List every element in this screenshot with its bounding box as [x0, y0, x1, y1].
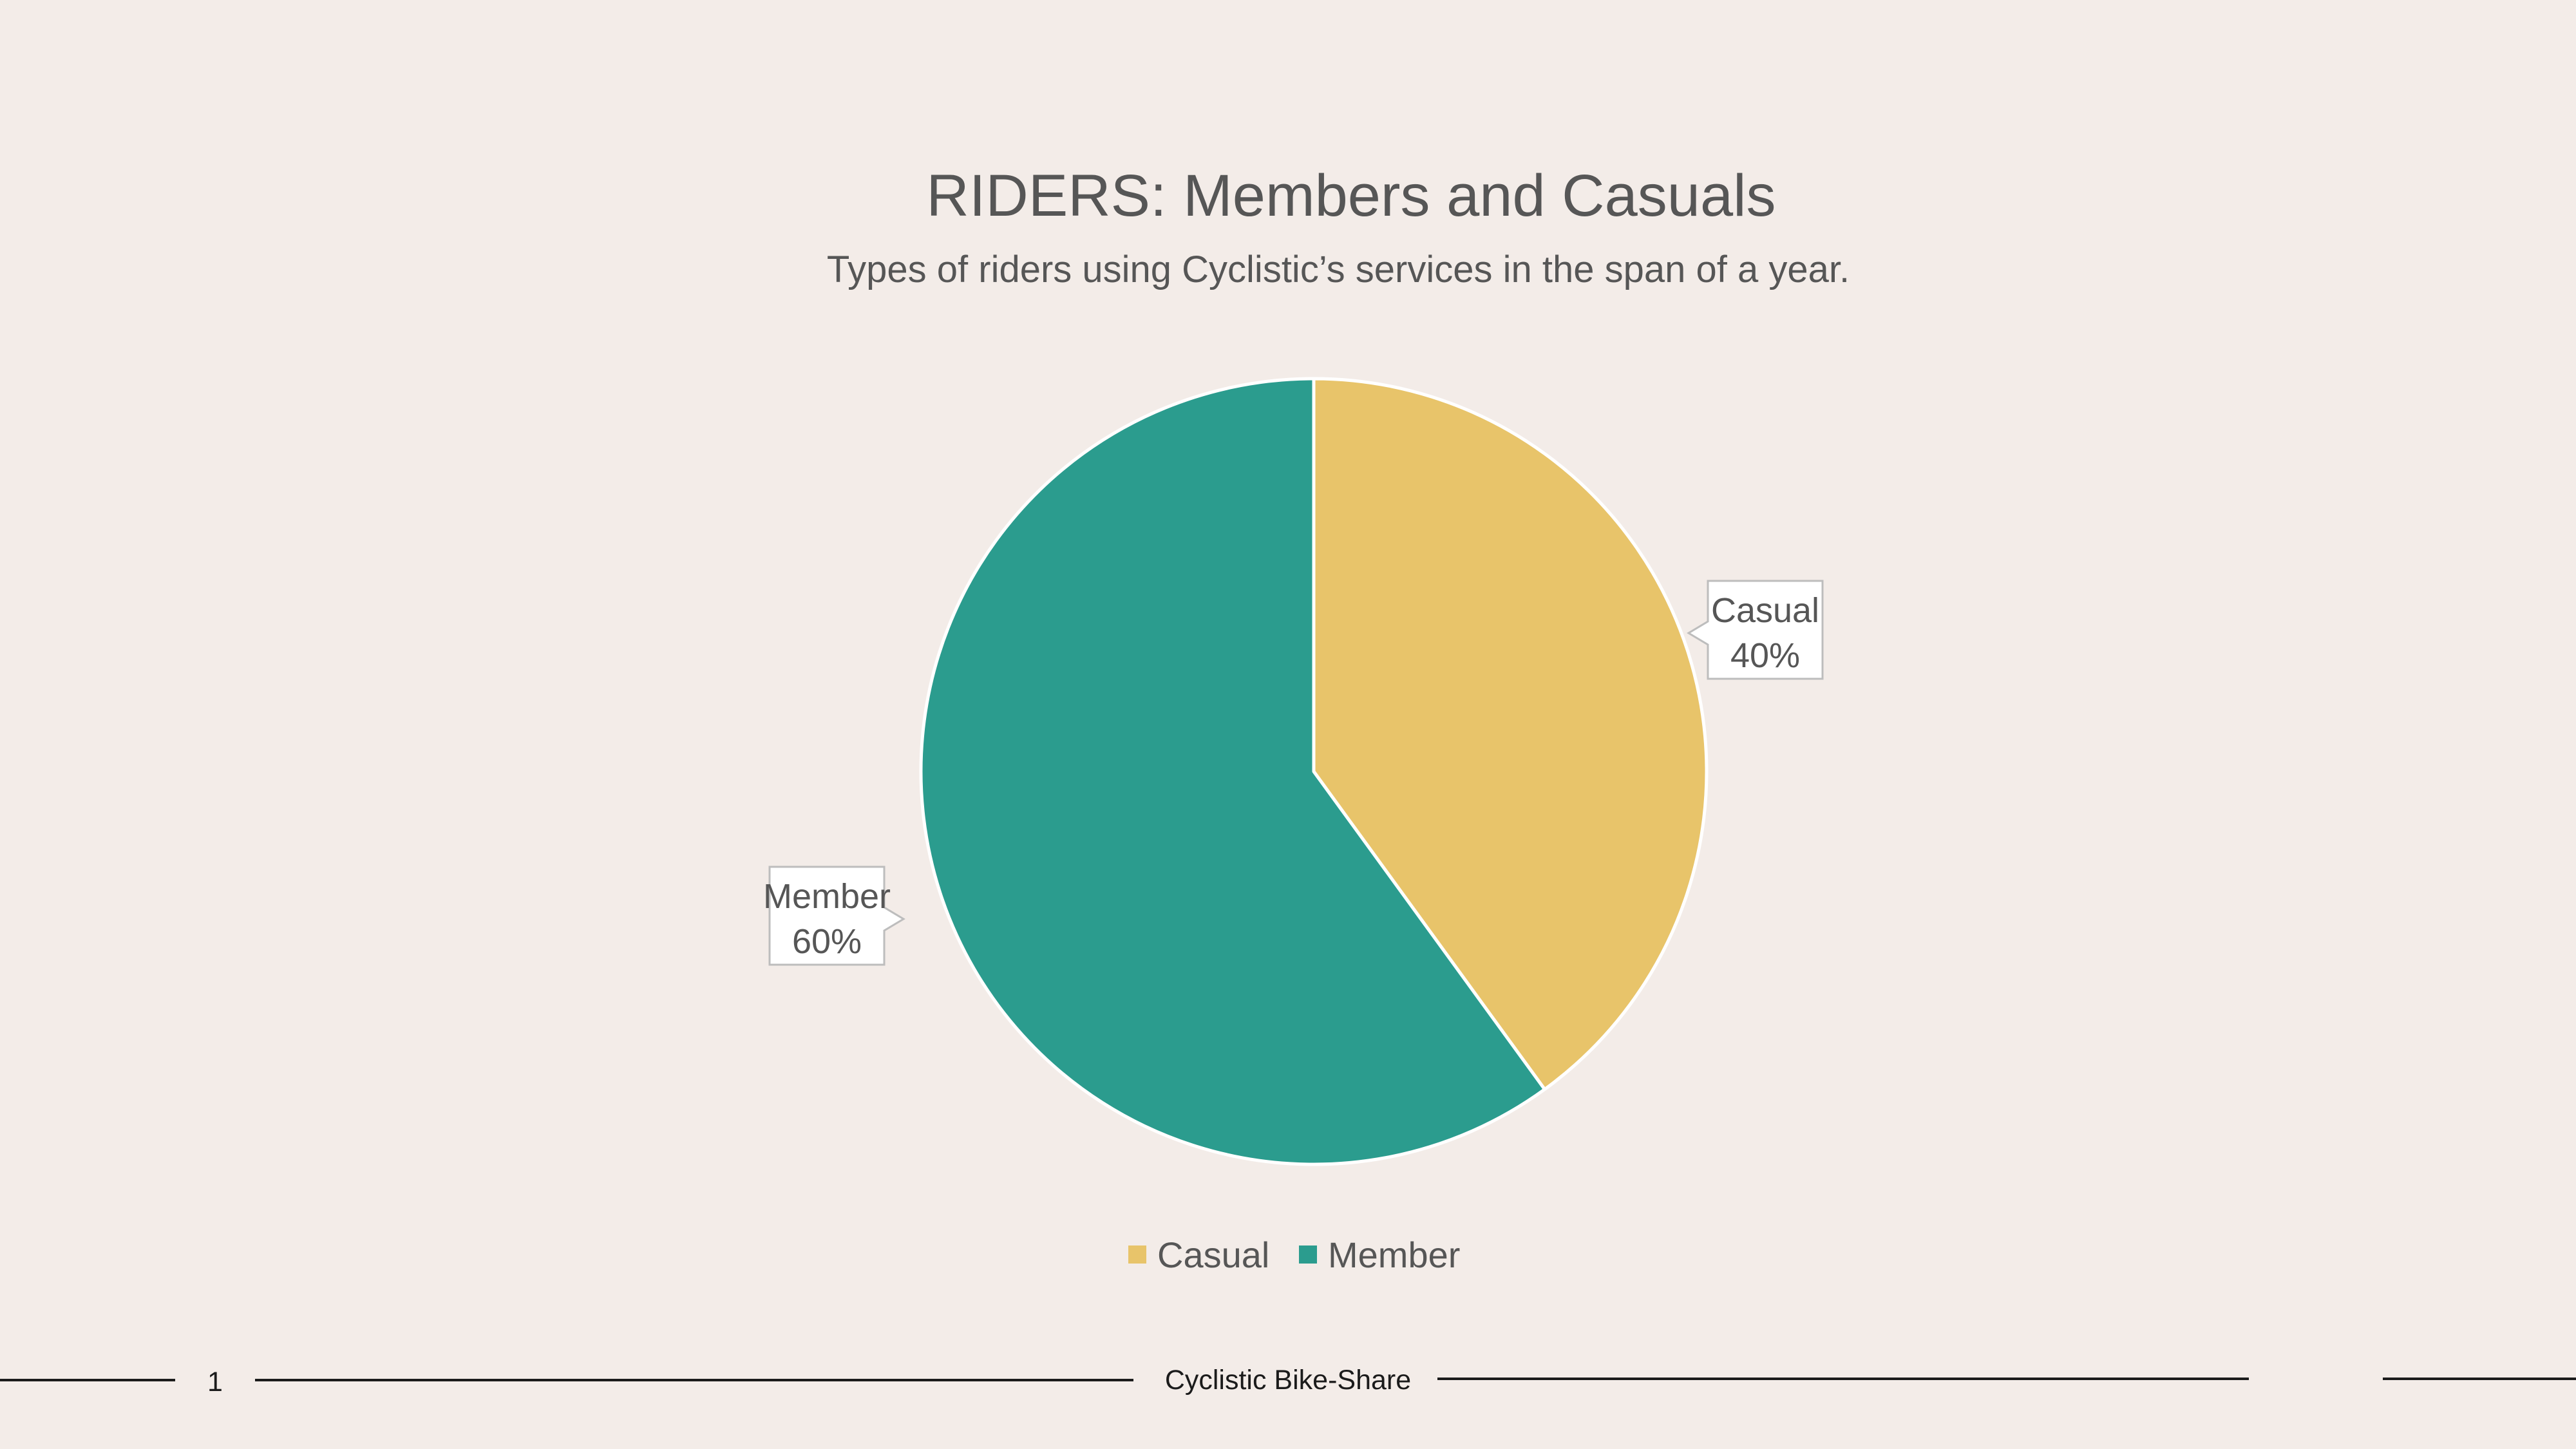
pie-slice-member: [919, 377, 1547, 1166]
data-labels: Casual 40% Member 60%: [763, 580, 1824, 966]
chart-subtitle: Types of riders using Cyclistic’s servic…: [827, 249, 1850, 290]
footer-page-number: 1: [207, 1367, 223, 1397]
pie-slices: [919, 377, 1709, 1166]
slide-footer: 1 Cyclistic Bike-Share: [0, 1365, 2576, 1397]
data-label-category: Member: [763, 877, 891, 916]
chart-legend: Casual Member: [1128, 1235, 1460, 1275]
legend-swatch: [1299, 1245, 1317, 1264]
data-label-value: 40%: [1730, 636, 1800, 675]
pie-slice-casual: [1312, 377, 1709, 1091]
legend-label: Member: [1328, 1235, 1460, 1275]
data-label-member: Member 60%: [763, 866, 905, 966]
legend-item-casual: Casual: [1128, 1235, 1269, 1275]
legend-swatch: [1128, 1245, 1146, 1264]
data-label-value: 60%: [792, 922, 862, 961]
data-label-category: Casual: [1711, 591, 1819, 630]
footer-presentation-title: Cyclistic Bike-Share: [1165, 1365, 1411, 1396]
data-label-box: [768, 866, 905, 966]
data-label-casual: Casual 40%: [1687, 580, 1824, 680]
legend-item-member: Member: [1299, 1235, 1460, 1275]
legend-label: Casual: [1157, 1235, 1269, 1275]
data-label-box: [1687, 580, 1824, 680]
chart-title: RIDERS: Members and Casuals: [926, 163, 1776, 229]
